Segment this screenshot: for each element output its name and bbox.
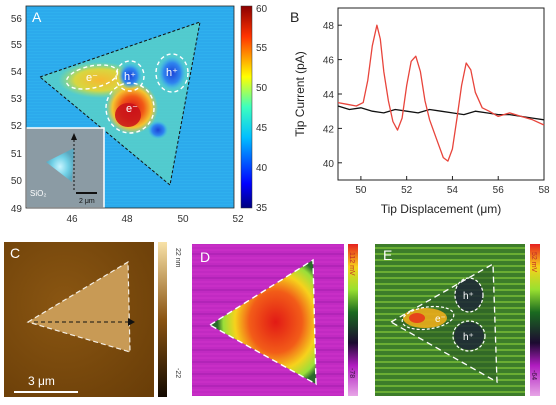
panel-e-letter: E bbox=[383, 247, 392, 263]
panel-a-y-tick: 55 bbox=[11, 40, 23, 51]
panel-b-ticks: 50 52 54 56 58 40 42 44 46 48 bbox=[323, 21, 550, 196]
panel-a-e-region-outline-left bbox=[65, 64, 119, 90]
panel-b-y-tick-label: 40 bbox=[323, 159, 335, 170]
panel-e-dark-region-top bbox=[455, 279, 483, 311]
panel-a-inset: SiO₂ 2 μm bbox=[25, 127, 105, 209]
panel-b-y-tick-label: 42 bbox=[323, 124, 335, 135]
panel-a-inset-flake bbox=[46, 148, 74, 182]
panel-b-series bbox=[337, 24, 545, 162]
panel-c-arrow-icon bbox=[128, 318, 135, 326]
panel-a-label-h-right: h⁺ bbox=[166, 67, 178, 79]
panel-a-y-tick: 49 bbox=[11, 204, 23, 215]
panel-b-y-tick-label: 44 bbox=[323, 90, 335, 101]
panel-b-series-line-1 bbox=[337, 24, 545, 162]
panel-e-label-h-top: h⁺ bbox=[463, 291, 474, 302]
panel-c: C 3 μm 22 nm -22 bbox=[4, 242, 181, 397]
panel-a-y-ticks: 56 55 54 53 52 51 50 49 bbox=[11, 14, 23, 215]
panel-a-y-tick: 56 bbox=[11, 14, 23, 25]
panel-e-colorbar-top: 52 mV bbox=[530, 252, 537, 273]
panel-a-y-tick: 50 bbox=[11, 176, 23, 187]
panel-e-e-outline bbox=[401, 305, 455, 331]
panel-a-y-tick: 51 bbox=[11, 149, 23, 160]
panel-a-label-e-center: e⁻ bbox=[126, 103, 138, 115]
panel-b-letter: B bbox=[290, 9, 299, 25]
panel-a-colorbar-tick: 40 bbox=[256, 163, 268, 174]
panel-a-colorbar-ticks: 60 55 50 45 40 35 bbox=[256, 4, 268, 214]
panel-a-y-tick: 53 bbox=[11, 94, 23, 105]
panel-a-y-tick: 54 bbox=[11, 67, 23, 78]
panel-d-colorbar-bottom: -78 bbox=[348, 368, 355, 378]
panel-e-label-e: e⁻ bbox=[435, 314, 446, 325]
panel-a-frame bbox=[25, 5, 235, 209]
panel-e-label-h-bottom: h⁺ bbox=[463, 332, 474, 343]
panel-e-hot-spot bbox=[409, 313, 425, 323]
panel-b-x-tick-label: 54 bbox=[447, 185, 459, 196]
panel-a: e⁻ h⁺ h⁺ e⁻ SiO₂ 2 μm A 46 48 50 52 56 5… bbox=[11, 4, 268, 225]
panel-d-letter: D bbox=[200, 249, 210, 265]
panel-a-inset-scale-label: 2 μm bbox=[79, 198, 95, 205]
panel-e-h-outline-bottom bbox=[452, 320, 486, 352]
panel-d-colorbar-top: 112 mV bbox=[348, 252, 355, 276]
panel-c-letter: C bbox=[10, 245, 20, 261]
panel-e-dark-region-bottom bbox=[454, 322, 484, 350]
panel-b-x-tick-label: 58 bbox=[538, 185, 550, 196]
panel-a-cool-region-3 bbox=[148, 121, 168, 139]
panel-d: D 112 mV -78 bbox=[192, 244, 358, 396]
panel-c-colorbar-top: 22 nm bbox=[174, 248, 181, 268]
panel-a-inset-arrow-icon bbox=[71, 133, 77, 140]
panel-b-x-tick-label: 52 bbox=[401, 185, 413, 196]
panel-a-label-e-left: e⁻ bbox=[86, 72, 98, 84]
panel-b-plot-area bbox=[337, 7, 545, 181]
panel-b-series-line-2 bbox=[337, 105, 545, 121]
panel-a-cool-region-1 bbox=[118, 63, 142, 89]
panel-a-e-region-outline-center bbox=[105, 82, 155, 134]
panel-b-x-tick-label: 50 bbox=[355, 185, 367, 196]
panel-a-cool-region-2 bbox=[158, 56, 186, 90]
panel-c-flake-outline bbox=[26, 260, 131, 353]
panel-a-h-region-outline-mid bbox=[115, 60, 145, 92]
panel-a-letter: A bbox=[32, 9, 42, 25]
panel-a-colorbar-tick: 60 bbox=[256, 4, 268, 15]
panel-a-x-tick: 50 bbox=[177, 214, 189, 225]
panel-a-y-tick: 52 bbox=[11, 121, 23, 132]
panel-a-colorbar-tick: 55 bbox=[256, 43, 268, 54]
panel-a-x-tick: 46 bbox=[66, 214, 78, 225]
panel-a-hot-core bbox=[115, 103, 141, 127]
panel-a-colorbar-tick: 35 bbox=[256, 203, 268, 214]
panel-b-ylabel: Tip Current (pA) bbox=[293, 51, 307, 137]
panel-a-h-region-outline-right bbox=[155, 53, 189, 93]
panel-a-x-tick: 52 bbox=[232, 214, 244, 225]
panel-a-flake-outline bbox=[38, 21, 201, 186]
panel-c-flake bbox=[28, 262, 130, 352]
panel-a-colorbar bbox=[240, 5, 253, 209]
panel-c-colorbar bbox=[158, 242, 167, 397]
panel-e: h⁺ e⁻ h⁺ E 52 mV -64 bbox=[375, 244, 540, 396]
panel-a-inset-substrate: SiO₂ bbox=[30, 189, 46, 198]
panel-a-x-ticks: 46 48 50 52 bbox=[66, 214, 244, 225]
panel-e-colorbar bbox=[530, 244, 540, 396]
panel-e-h-outline-top bbox=[454, 277, 484, 313]
panel-c-colorbar-bottom: -22 bbox=[174, 368, 181, 378]
panel-d-colorbar bbox=[348, 244, 358, 396]
panel-a-colorbar-tick: 50 bbox=[256, 83, 268, 94]
panel-c-scale-label: 3 μm bbox=[28, 374, 55, 388]
panel-a-label-h-mid: h⁺ bbox=[124, 71, 136, 83]
panel-b-xlabel: Tip Displacement (μm) bbox=[381, 202, 502, 216]
panel-d-flake bbox=[210, 260, 316, 384]
panel-b-y-tick-label: 46 bbox=[323, 56, 335, 67]
panel-b-x-tick-label: 56 bbox=[493, 185, 505, 196]
panel-a-x-tick: 48 bbox=[121, 214, 133, 225]
panel-b-y-tick-label: 48 bbox=[323, 21, 335, 32]
panel-e-colorbar-bottom: -64 bbox=[530, 370, 537, 380]
panel-a-colorbar-tick: 45 bbox=[256, 123, 268, 134]
panel-d-flake-outline bbox=[208, 258, 317, 386]
